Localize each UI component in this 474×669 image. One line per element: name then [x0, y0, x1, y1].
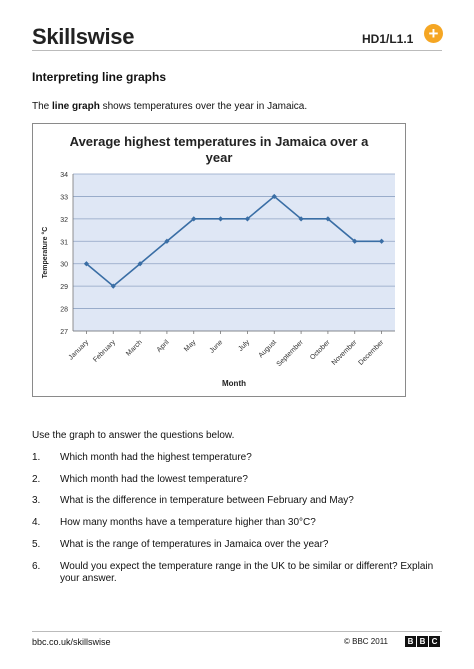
question-number: 3. [32, 495, 41, 506]
worksheet-code: HD1/L1.1 [362, 32, 414, 46]
x-tick-label: May [183, 339, 198, 354]
instructions-text: Use the graph to answer the questions be… [32, 430, 235, 441]
x-tick-label: August [258, 339, 278, 359]
data-point [325, 216, 331, 222]
footer-copyright: © BBC 2011 [344, 637, 388, 646]
question-text: How many months have a temperature highe… [60, 517, 316, 528]
series-line [85, 195, 382, 288]
y-tick-label: 34 [60, 172, 68, 179]
question-number: 6. [32, 561, 41, 572]
data-point [191, 216, 197, 222]
question-text: What is the range of temperatures in Jam… [60, 539, 329, 550]
x-axis-label: Month [222, 379, 246, 388]
data-point [352, 238, 358, 244]
data-point [217, 216, 224, 222]
bbc-letter: B [405, 636, 416, 647]
y-tick-label: 31 [60, 239, 68, 246]
intro-prefix: The [32, 101, 53, 112]
data-point [110, 283, 116, 289]
question-number: 4. [32, 517, 41, 528]
plus-badge-icon: + [424, 24, 443, 43]
data-point [271, 193, 277, 200]
chart-title-line2: year [206, 150, 233, 165]
intro-bold: line graph [52, 101, 100, 112]
data-point [298, 216, 304, 222]
question-number: 1. [32, 452, 41, 463]
data-point [83, 261, 90, 267]
y-tick-label: 32 [60, 217, 68, 224]
data-point [137, 261, 143, 267]
plot-background [73, 174, 395, 331]
question-text: Which month had the highest temperature? [60, 452, 252, 463]
plot-area: 27 28 29 30 31 32 33 34 January February March Apri… [60, 172, 395, 368]
data-point [378, 238, 385, 244]
x-tick-label: February [92, 339, 117, 364]
x-tick-label: June [209, 339, 225, 355]
x-tick-label: April [156, 339, 171, 354]
page-title: Interpreting line graphs [32, 70, 167, 84]
skillswise-logo: Skillswise [32, 24, 135, 49]
header-divider [32, 50, 442, 51]
footer-url: bbc.co.uk/skillswise [32, 637, 111, 647]
bbc-letter: C [429, 636, 440, 647]
intro-text: The line graph shows temperatures over t… [32, 101, 307, 112]
x-tick-label: October [309, 339, 332, 362]
question-text: What is the difference in temperature be… [60, 495, 354, 506]
x-tick-label: November [331, 339, 359, 367]
y-tick-label: 30 [60, 262, 68, 269]
bbc-logo: B B C [405, 636, 440, 647]
y-tick-label: 29 [60, 284, 68, 291]
question-number: 2. [32, 474, 41, 485]
data-point [244, 216, 251, 222]
x-tick-label: July [237, 339, 251, 353]
question-number: 5. [32, 539, 41, 550]
footer-divider [32, 631, 442, 632]
bbc-letter: B [417, 636, 428, 647]
chart-title-line1: Average highest temperatures in Jamaica … [70, 134, 369, 149]
line-chart: Average highest temperatures in Jamaica … [32, 123, 406, 397]
y-axis-label: Temperature °C [41, 227, 49, 279]
data-point [164, 238, 170, 244]
question-text: Which month had the lowest temperature? [60, 474, 248, 485]
x-tick-label: December [358, 339, 386, 367]
x-tick-label: March [125, 339, 144, 358]
x-tick-label: January [68, 339, 91, 362]
y-tick-label: 28 [60, 307, 68, 314]
y-tick-label: 33 [60, 194, 68, 201]
y-tick-label: 27 [60, 329, 68, 336]
chart-svg: Average highest temperatures in Jamaica … [41, 134, 395, 388]
x-tick-label: September [276, 339, 306, 369]
question-text: Would you expect the temperature range i… [60, 561, 434, 584]
intro-suffix: shows temperatures over the year in Jama… [99, 101, 308, 112]
